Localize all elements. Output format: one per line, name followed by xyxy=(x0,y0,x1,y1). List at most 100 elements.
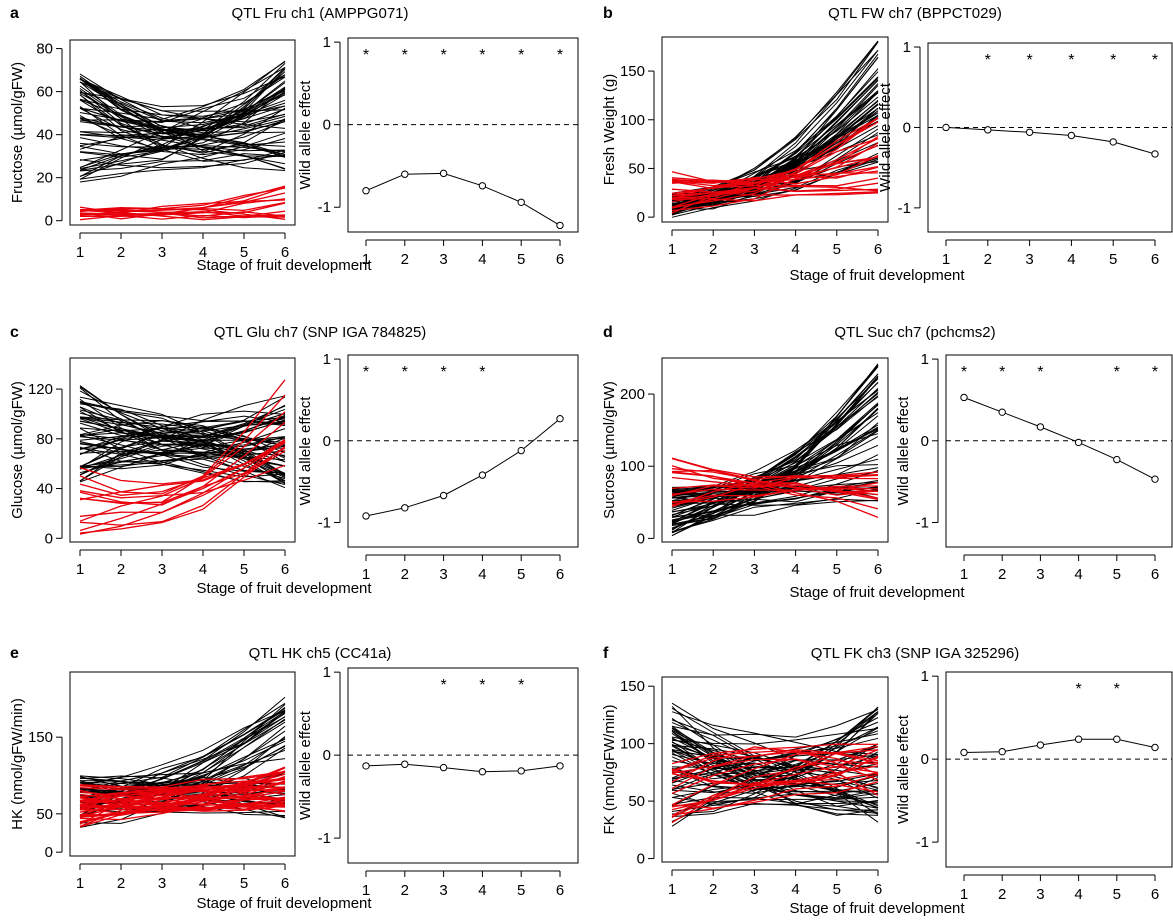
individual-profile-line-black xyxy=(79,436,286,448)
y-tick-label: 1 xyxy=(903,39,911,56)
significance-marker: * xyxy=(402,364,408,381)
x-tick-label: 5 xyxy=(1113,886,1121,903)
individual-profile-line-black xyxy=(671,709,879,738)
x-axis: 1 2 3 4 5 6 xyxy=(362,870,564,899)
x-tick-label: 5 xyxy=(240,875,248,892)
individual-profile-line-black xyxy=(79,105,286,169)
x-axis: 1 2 3 4 5 6 xyxy=(668,549,882,578)
x-tick-label: 3 xyxy=(750,241,758,258)
individual-profile-line-red xyxy=(671,758,879,796)
individual-profile-line-red xyxy=(671,156,879,208)
y-axis-label: HK (nmol/gFW/min) xyxy=(9,698,26,830)
individual-profile-line-black xyxy=(79,145,286,177)
individual-profile-line-black xyxy=(79,420,286,467)
y-tick-label: 0 xyxy=(637,209,645,226)
x-tick-label: 3 xyxy=(158,875,166,892)
individual-profile-line-black xyxy=(79,416,286,454)
x-tick-label: 4 xyxy=(791,241,799,258)
individual-profile-line-black xyxy=(671,780,879,793)
wild-allele-effect-line xyxy=(365,172,561,226)
y-axis: 0 50 100 150 xyxy=(620,63,655,226)
wild-allele-effect-line xyxy=(963,738,1156,753)
significance-marker: * xyxy=(479,677,485,694)
individual-profile-line-red xyxy=(79,192,286,212)
significance-marker: * xyxy=(1114,364,1120,381)
individual-profile-line-red xyxy=(79,771,286,816)
y-axis-label: Wild allele effect xyxy=(297,396,314,506)
significance-marker: * xyxy=(363,47,369,64)
y-tick-label: 50 xyxy=(628,160,645,177)
y-axis: -1 0 1 xyxy=(318,34,341,216)
individual-profile-line-black xyxy=(671,464,879,524)
effect-point xyxy=(556,762,564,770)
x-tick-label: 4 xyxy=(478,882,486,899)
effect-plot-c: * * * * 1 2 3 4 5 6 -1 0 1 Wild allele effect xyxy=(297,351,579,583)
significance-marker: * xyxy=(1068,52,1074,69)
effect-point xyxy=(1109,138,1117,146)
x-tick-label: 1 xyxy=(362,882,370,899)
x-tick-label: 6 xyxy=(874,241,882,258)
y-axis-label: Fructose (µmol/gFW) xyxy=(9,62,26,203)
individual-profile-line-black xyxy=(79,417,286,482)
individual-profile-line-red xyxy=(671,469,879,481)
x-tick-label: 4 xyxy=(478,566,486,583)
wild-allele-effect-line xyxy=(945,126,1156,155)
plot-frame xyxy=(661,36,889,223)
x-tick-label: 3 xyxy=(1036,886,1044,903)
significance-marker: * xyxy=(1152,364,1158,381)
effect-point xyxy=(1151,475,1159,483)
y-tick-label: 100 xyxy=(620,736,645,753)
effect-plot-e: * * * 1 2 3 4 5 6 -1 0 1 Wild allele effect xyxy=(297,664,579,899)
x-tick-label: 6 xyxy=(1151,251,1159,268)
x-axis: 1 2 3 4 5 6 xyxy=(76,232,289,261)
significance-marker: * xyxy=(440,677,446,694)
effect-point xyxy=(1151,743,1159,752)
individual-profile-line-red xyxy=(671,121,879,200)
individual-profile-line-black xyxy=(671,727,879,745)
individual-profile-line-black xyxy=(79,153,286,172)
y-tick-label: 50 xyxy=(628,793,645,810)
y-axis-label: Wild allele effect xyxy=(297,80,314,190)
wild-allele-effect-line xyxy=(963,397,1156,480)
effect-point xyxy=(478,768,487,776)
individual-profile-line-red xyxy=(79,796,286,812)
x-tick-label: 5 xyxy=(517,566,525,583)
effect-point xyxy=(362,187,370,195)
effect-point xyxy=(1113,735,1121,743)
y-tick-label: -1 xyxy=(318,830,331,847)
x-tick-label: 6 xyxy=(281,875,289,892)
x-tick-label: 5 xyxy=(833,561,841,578)
x-tick-label: 2 xyxy=(984,251,992,268)
y-axis: 0 50 100 150 xyxy=(620,678,655,868)
plot-frame xyxy=(347,667,579,864)
x-tick-label: 3 xyxy=(158,244,166,261)
x-tick-label: 4 xyxy=(199,561,207,578)
individual-profile-line-black xyxy=(671,706,879,812)
panel-label: a xyxy=(10,5,19,22)
individual-profile-line-red xyxy=(671,465,879,519)
x-tick-label: 2 xyxy=(401,882,409,899)
individual-profile-line-red xyxy=(671,137,879,208)
plot-frame xyxy=(347,37,579,233)
x-tick-label: 2 xyxy=(117,561,125,578)
y-tick-label: -1 xyxy=(318,514,331,531)
effect-point xyxy=(1074,735,1083,743)
effect-point xyxy=(960,393,968,402)
y-axis-label: Sucrose (µmol/gFW) xyxy=(601,381,618,519)
y-tick-label: 60 xyxy=(36,84,53,101)
individual-profile-line-black xyxy=(79,94,286,137)
x-axis: 1 2 3 4 5 6 xyxy=(960,554,1159,583)
individual-profile-line-black xyxy=(79,99,286,138)
individual-profile-line-black xyxy=(79,131,286,152)
effect-point xyxy=(1036,741,1045,749)
individual-profile-line-red xyxy=(79,798,286,815)
effect-point xyxy=(517,767,525,775)
individual-profile-line-black xyxy=(79,435,286,460)
y-tick-label: 0 xyxy=(45,213,53,230)
individual-profile-line-red xyxy=(671,476,879,510)
individual-profile-line-black xyxy=(79,81,286,162)
